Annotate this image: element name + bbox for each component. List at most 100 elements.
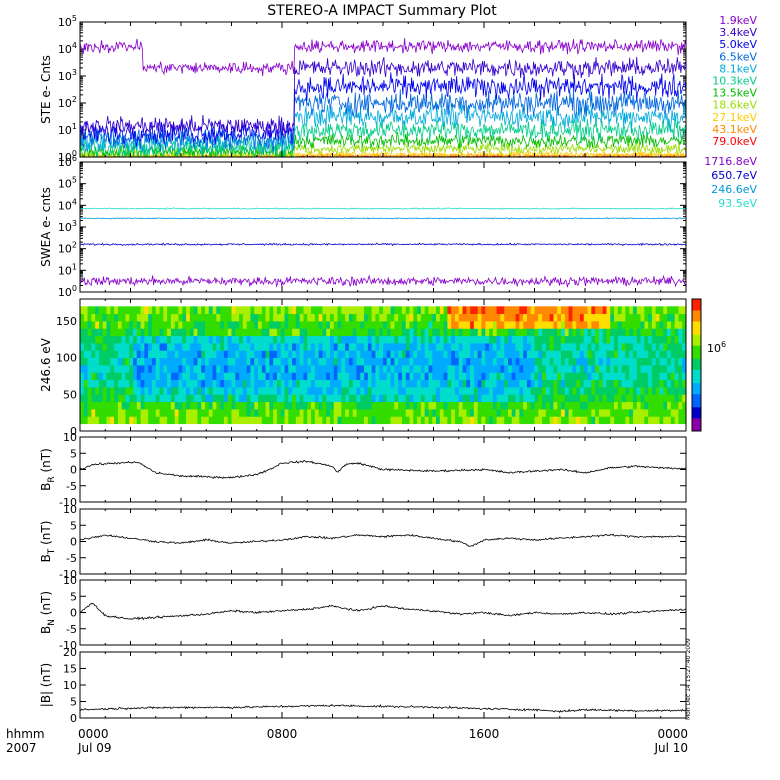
heatmap-cell: [492, 328, 498, 337]
heatmap-cell: [405, 387, 410, 395]
heatmap-cell: [473, 306, 479, 315]
heatmap-cell: [458, 416, 463, 425]
heatmap-cell: [216, 409, 221, 417]
heatmap-cell: [383, 313, 388, 322]
heatmap-cell: [401, 409, 407, 417]
heatmap-cell: [133, 350, 138, 359]
heatmap-cell: [273, 313, 278, 322]
heatmap-cell: [367, 372, 373, 381]
heatmap-cell: [655, 306, 660, 315]
heatmap-cell: [367, 401, 373, 410]
heatmap-cell: [193, 401, 198, 410]
heatmap-cell: [625, 343, 630, 351]
heatmap-cell: [364, 321, 369, 329]
heatmap-cell: [526, 350, 532, 359]
heatmap-cell: [636, 350, 641, 359]
heatmap-cell: [273, 372, 278, 381]
heatmap-cell: [424, 350, 429, 359]
heatmap-cell: [231, 387, 236, 395]
bt-panel-ytick-label: 0: [70, 536, 77, 549]
heatmap-cell: [155, 313, 160, 322]
heatmap-cell: [182, 328, 187, 337]
heatmap-cell: [670, 313, 676, 322]
heatmap-cell: [235, 401, 240, 410]
heatmap-cell: [383, 416, 388, 425]
heatmap-cell: [87, 387, 92, 395]
heatmap-cell: [591, 379, 596, 388]
heatmap-cell: [674, 357, 679, 366]
heatmap-cell: [102, 350, 107, 359]
heatmap-cell: [231, 321, 236, 329]
heatmap-cell: [167, 357, 172, 366]
heatmap-cell: [579, 328, 585, 337]
heatmap-cell: [273, 328, 278, 337]
heatmap-cell: [485, 401, 490, 410]
heatmap-cell: [659, 357, 664, 366]
heatmap-cell: [587, 387, 592, 395]
heatmap-cell: [576, 321, 581, 329]
heatmap-cell: [348, 321, 354, 329]
heatmap-cell: [345, 416, 350, 425]
heatmap-cell: [424, 379, 429, 388]
heatmap-cell: [481, 409, 486, 417]
heatmap-cell: [125, 328, 130, 337]
heatmap-cell: [246, 321, 251, 329]
ste-panel-ylabel: STE e- Cnts: [39, 55, 53, 124]
heatmap-cell: [189, 313, 195, 322]
heatmap-cell: [121, 409, 126, 417]
heatmap-cell: [367, 379, 373, 388]
heatmap-cell: [106, 306, 111, 315]
heatmap-cell: [530, 416, 535, 425]
heatmap-cell: [352, 416, 357, 425]
heatmap-cell: [144, 372, 149, 381]
heatmap-cell: [144, 357, 149, 366]
heatmap-cell: [367, 350, 373, 359]
heatmap-cell: [492, 387, 498, 395]
heatmap-cell: [337, 313, 342, 322]
heatmap-cell: [579, 379, 585, 388]
heatmap-cell: [496, 387, 501, 395]
heatmap-cell: [117, 350, 123, 359]
heatmap-cell: [504, 379, 509, 388]
heatmap-cell: [197, 365, 202, 373]
heatmap-cell: [371, 328, 376, 337]
heatmap-cell: [265, 328, 270, 337]
heatmap-cell: [557, 321, 562, 329]
heatmap-cell: [133, 321, 138, 329]
heatmap-cell: [333, 350, 338, 359]
heatmap-cell: [348, 387, 354, 395]
heatmap-cell: [500, 313, 505, 322]
heatmap-cell: [629, 409, 634, 417]
heatmap-cell: [557, 343, 562, 351]
heatmap-cell: [197, 328, 202, 337]
heatmap-cell: [186, 416, 191, 425]
heatmap-cell: [379, 401, 384, 410]
heatmap-cell: [398, 335, 403, 344]
heatmap-cell: [159, 321, 164, 329]
heatmap-cell: [288, 379, 293, 388]
heatmap-cell: [428, 343, 433, 351]
heatmap-cell: [515, 379, 520, 388]
heatmap-cell: [261, 306, 266, 315]
heatmap-cell: [481, 387, 486, 395]
heatmap-cell: [629, 372, 634, 381]
heatmap-cell: [485, 387, 490, 395]
heatmap-cell: [632, 350, 638, 359]
heatmap-cell: [114, 343, 119, 351]
heatmap-cell: [258, 306, 263, 315]
heatmap-cell: [148, 321, 153, 329]
heatmap-cell: [95, 321, 100, 329]
heatmap-cell: [564, 313, 569, 322]
heatmap-cell: [481, 321, 486, 329]
heatmap-cell: [587, 379, 592, 388]
br-trace: [79, 459, 687, 480]
heatmap-cell: [235, 321, 240, 329]
heatmap-cell: [239, 365, 244, 373]
heatmap-cell: [280, 379, 285, 388]
heatmap-cell: [178, 335, 183, 344]
heatmap-cell: [674, 365, 679, 373]
heatmap-cell: [439, 321, 444, 329]
heatmap-cell: [632, 365, 638, 373]
heatmap-cell: [610, 416, 615, 425]
heatmap-cell: [458, 409, 463, 417]
